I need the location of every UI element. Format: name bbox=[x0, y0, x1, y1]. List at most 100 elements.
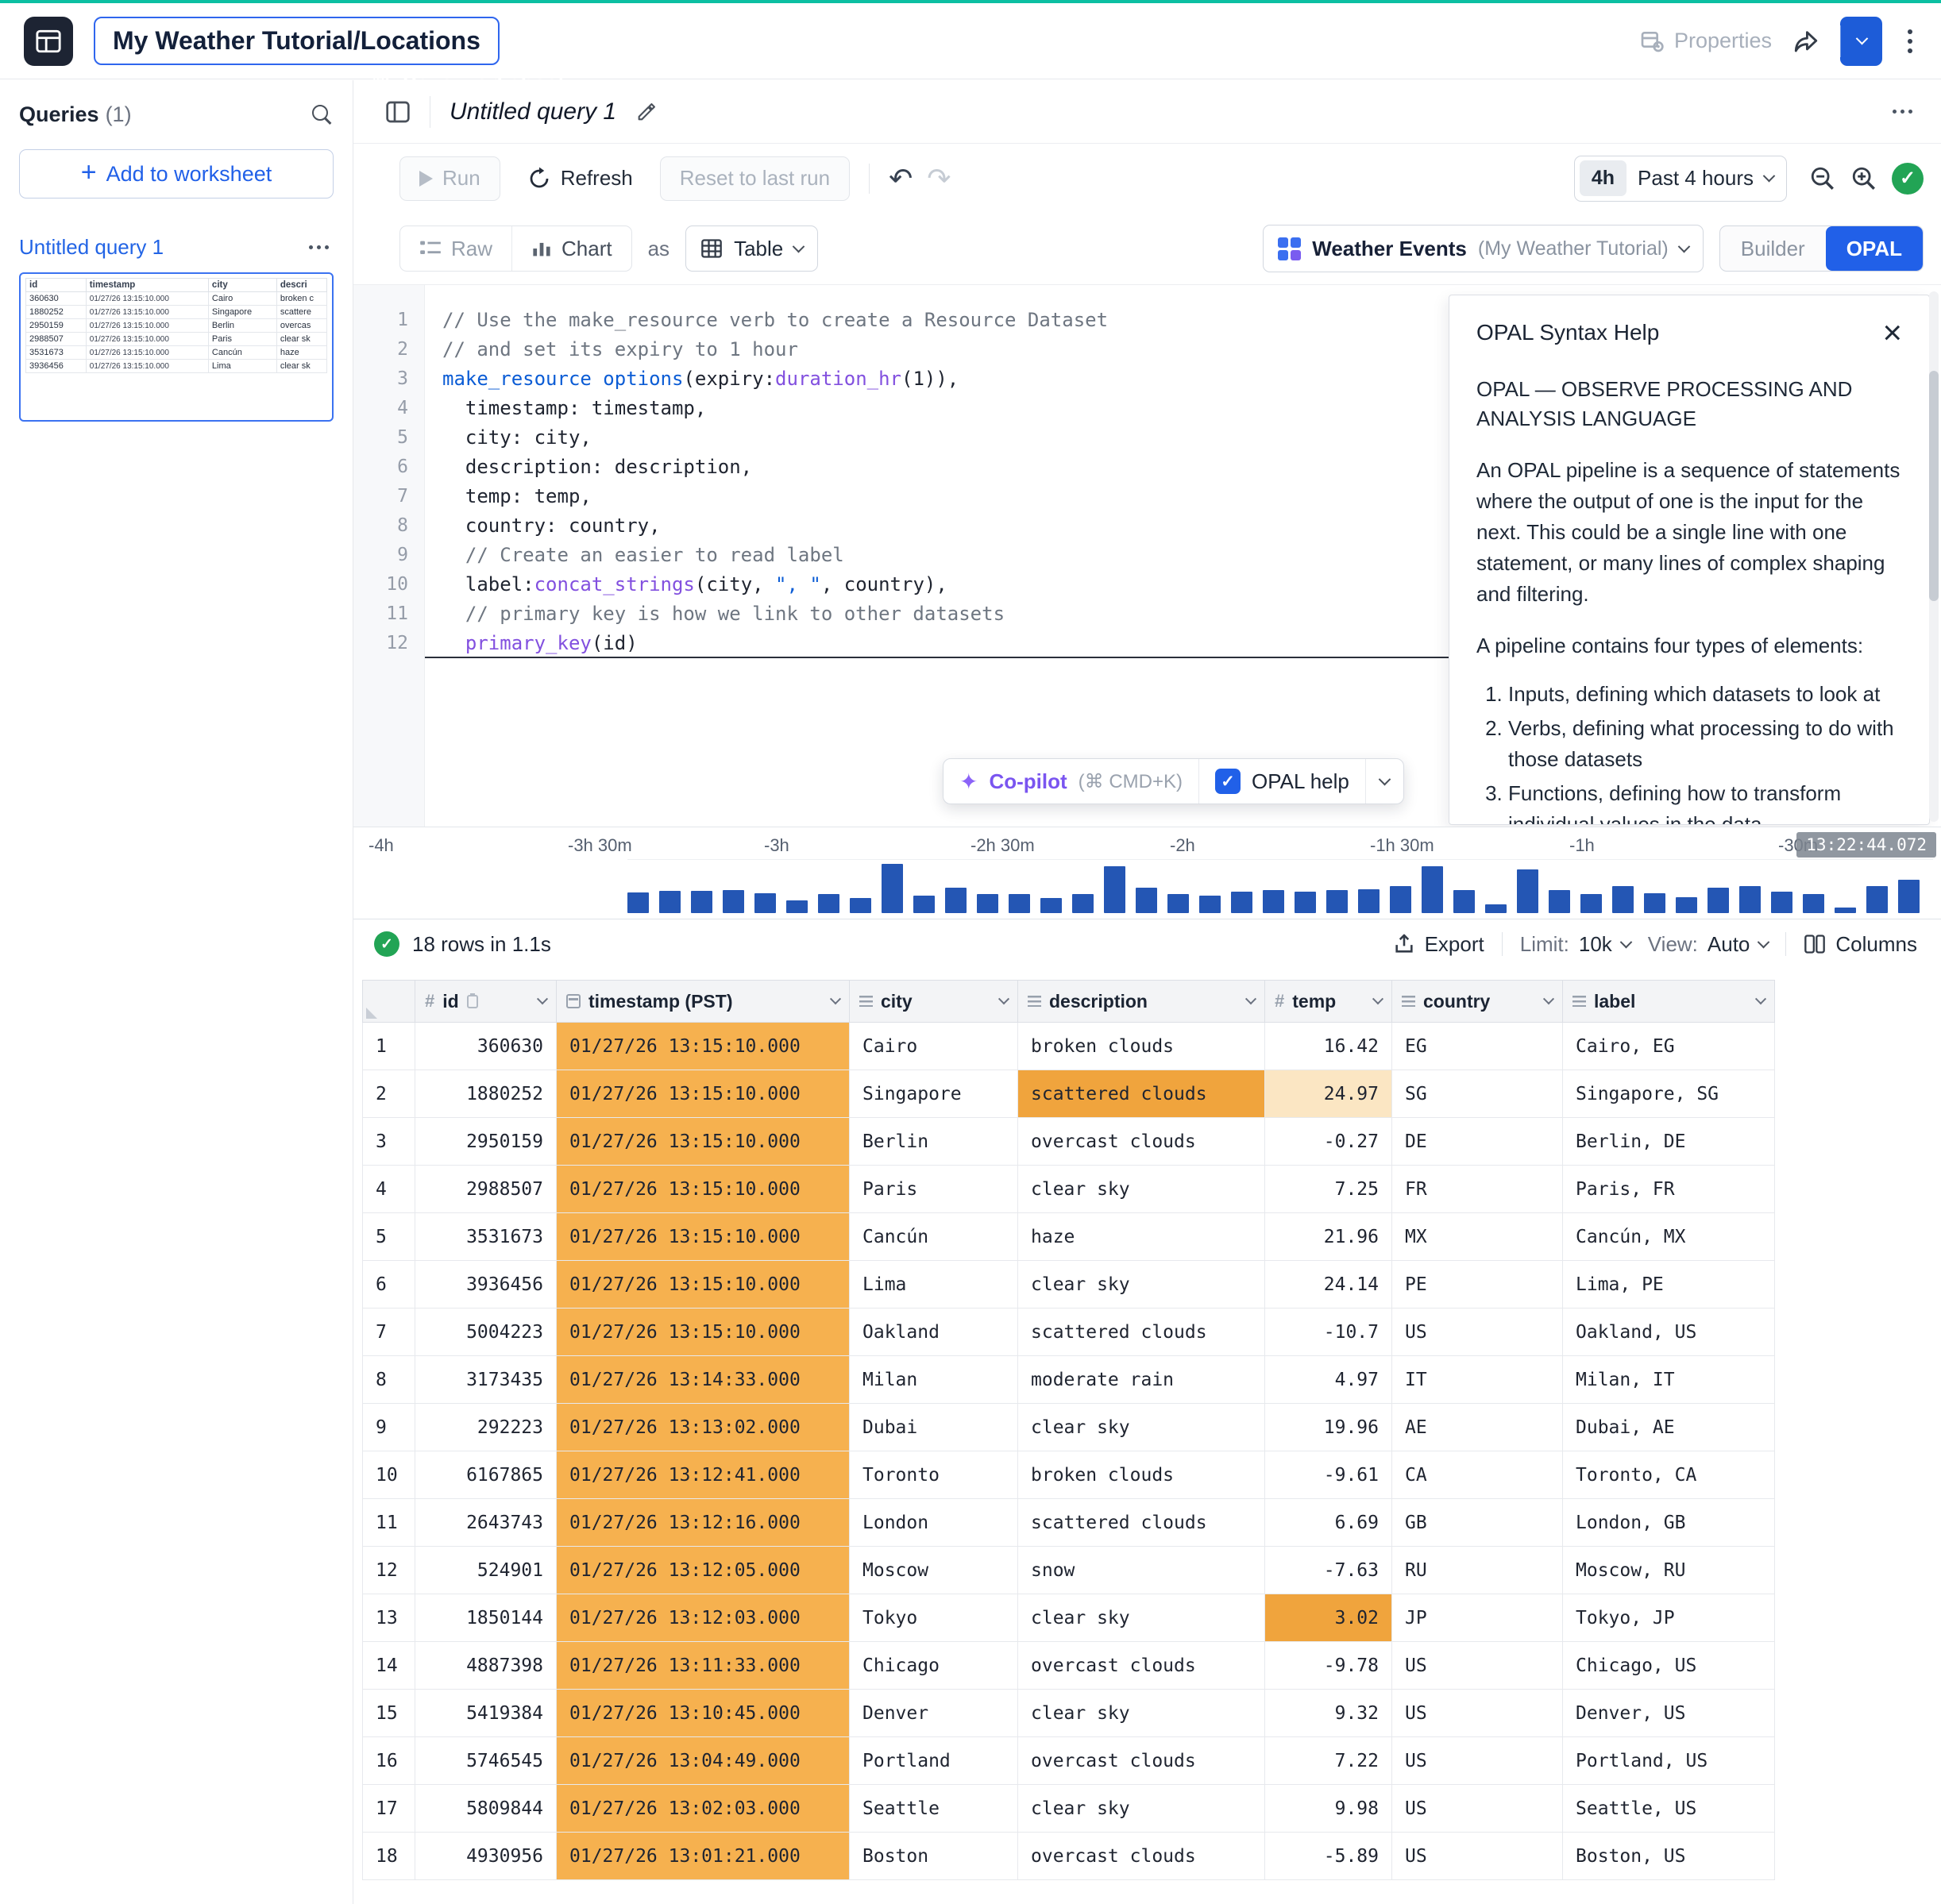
histogram-bar[interactable] bbox=[913, 896, 935, 913]
table-cell[interactable]: Paris bbox=[849, 1165, 1018, 1213]
table-cell[interactable]: 21.96 bbox=[1264, 1212, 1392, 1261]
code-line[interactable]: city: city, bbox=[442, 426, 592, 449]
histogram-bar[interactable] bbox=[1517, 869, 1538, 913]
table-cell[interactable]: 19.96 bbox=[1264, 1403, 1392, 1451]
table-cell[interactable]: 01/27/26 13:12:16.000 bbox=[556, 1498, 850, 1547]
table-cell[interactable]: US bbox=[1391, 1736, 1563, 1785]
table-cell[interactable]: Portland bbox=[849, 1736, 1018, 1785]
column-header-timestamp--pst-[interactable]: timestamp (PST) bbox=[556, 980, 850, 1023]
table-cell[interactable]: 7.22 bbox=[1264, 1736, 1392, 1785]
table-cell[interactable]: 292223 bbox=[415, 1403, 557, 1451]
table-cell[interactable]: 01/27/26 13:15:10.000 bbox=[556, 1070, 850, 1118]
table-cell[interactable]: clear sky bbox=[1017, 1403, 1265, 1451]
table-cell[interactable]: Tokyo bbox=[849, 1594, 1018, 1642]
table-cell[interactable]: 01/27/26 13:12:03.000 bbox=[556, 1594, 850, 1642]
table-cell[interactable]: 5004223 bbox=[415, 1308, 557, 1356]
table-cell[interactable]: SG bbox=[1391, 1070, 1563, 1118]
histogram-bar[interactable] bbox=[1167, 894, 1189, 913]
histogram-bar[interactable] bbox=[1898, 880, 1920, 913]
histogram-bar[interactable] bbox=[1803, 894, 1824, 913]
row-number-cell[interactable]: 4 bbox=[362, 1165, 415, 1213]
table-cell[interactable]: 01/27/26 13:10:45.000 bbox=[556, 1689, 850, 1737]
table-cell[interactable]: Seattle bbox=[849, 1784, 1018, 1833]
histogram-bar[interactable] bbox=[1358, 889, 1380, 913]
table-cell[interactable]: London, GB bbox=[1562, 1498, 1775, 1547]
histogram-bar[interactable] bbox=[818, 894, 839, 913]
zoom-out-icon[interactable] bbox=[1809, 165, 1836, 192]
histogram-bar[interactable] bbox=[1708, 888, 1729, 913]
table-cell[interactable]: US bbox=[1391, 1689, 1563, 1737]
table-cell[interactable]: clear sky bbox=[1017, 1689, 1265, 1737]
table-cell[interactable]: 01/27/26 13:14:33.000 bbox=[556, 1355, 850, 1404]
add-to-worksheet-button[interactable]: + Add to worksheet bbox=[19, 149, 334, 198]
column-header-temp[interactable]: # temp bbox=[1264, 980, 1392, 1023]
table-cell[interactable]: Berlin bbox=[849, 1117, 1018, 1166]
table-cell[interactable]: clear sky bbox=[1017, 1165, 1265, 1213]
histogram-bar[interactable] bbox=[1136, 888, 1157, 913]
table-cell[interactable]: snow bbox=[1017, 1546, 1265, 1594]
table-cell[interactable]: 6167865 bbox=[415, 1451, 557, 1499]
histogram-bar[interactable] bbox=[1771, 892, 1792, 913]
histogram-bar[interactable] bbox=[723, 890, 744, 913]
table-cell[interactable]: DE bbox=[1391, 1117, 1563, 1166]
table-cell[interactable]: RU bbox=[1391, 1546, 1563, 1594]
table-cell[interactable]: Cancún, MX bbox=[1562, 1212, 1775, 1261]
row-number-cell[interactable]: 5 bbox=[362, 1212, 415, 1261]
histogram-bar[interactable] bbox=[1835, 908, 1856, 913]
histogram-bar[interactable] bbox=[1263, 890, 1284, 913]
table-cell[interactable]: Lima bbox=[849, 1260, 1018, 1309]
histogram-bar[interactable] bbox=[691, 891, 712, 913]
table-row[interactable]: 8 3173435 01/27/26 13:14:33.000 Milan modera… bbox=[362, 1355, 1775, 1404]
table-cell[interactable]: 01/27/26 13:04:49.000 bbox=[556, 1736, 850, 1785]
row-number-cell[interactable]: 14 bbox=[362, 1641, 415, 1690]
table-cell[interactable]: haze bbox=[1017, 1212, 1265, 1261]
code-line[interactable]: // and set its expiry to 1 hour bbox=[442, 338, 798, 360]
histogram-bar[interactable] bbox=[1199, 896, 1221, 913]
sort-chevron-icon[interactable] bbox=[1542, 993, 1555, 1005]
table-cell[interactable]: Cairo, EG bbox=[1562, 1022, 1775, 1070]
table-cell[interactable]: scattered clouds bbox=[1017, 1070, 1265, 1118]
table-cell[interactable]: US bbox=[1391, 1641, 1563, 1690]
table-cell[interactable]: 01/27/26 13:11:33.000 bbox=[556, 1641, 850, 1690]
table-cell[interactable]: clear sky bbox=[1017, 1260, 1265, 1309]
table-cell[interactable]: overcast clouds bbox=[1017, 1832, 1265, 1880]
view-dropdown[interactable]: View: Auto bbox=[1648, 932, 1770, 957]
table-cell[interactable]: clear sky bbox=[1017, 1594, 1265, 1642]
limit-dropdown[interactable]: Limit: 10k bbox=[1520, 932, 1633, 957]
table-cell[interactable]: 24.14 bbox=[1264, 1260, 1392, 1309]
table-cell[interactable]: 6.69 bbox=[1264, 1498, 1392, 1547]
table-cell[interactable]: JP bbox=[1391, 1594, 1563, 1642]
table-cell[interactable]: Berlin, DE bbox=[1562, 1117, 1775, 1166]
table-row[interactable]: 7 5004223 01/27/26 13:15:10.000 Oakland scat… bbox=[362, 1308, 1775, 1356]
histogram-bar[interactable] bbox=[659, 891, 681, 913]
table-cell[interactable]: 01/27/26 13:01:21.000 bbox=[556, 1832, 850, 1880]
row-number-cell[interactable]: 8 bbox=[362, 1355, 415, 1404]
view-type-dropdown[interactable]: Table bbox=[685, 225, 819, 272]
table-cell[interactable]: 9.32 bbox=[1264, 1689, 1392, 1737]
code-line[interactable]: description: description, bbox=[442, 456, 753, 478]
row-number-cell[interactable]: 1 bbox=[362, 1022, 415, 1070]
row-number-cell[interactable]: 3 bbox=[362, 1117, 415, 1166]
table-row[interactable]: 17 5809844 01/27/26 13:02:03.000 Seattle cle… bbox=[362, 1784, 1775, 1833]
overflow-menu-button[interactable] bbox=[1903, 25, 1917, 58]
table-row[interactable]: 11 2643743 01/27/26 13:12:16.000 London scat… bbox=[362, 1498, 1775, 1547]
histogram-bar[interactable] bbox=[1644, 893, 1665, 913]
histogram-bar[interactable] bbox=[1549, 890, 1570, 913]
table-cell[interactable]: 3.02 bbox=[1264, 1594, 1392, 1642]
raw-view-button[interactable]: Raw bbox=[400, 226, 511, 271]
row-number-cell[interactable]: 7 bbox=[362, 1308, 415, 1356]
time-range-picker[interactable]: 4h Past 4 hours bbox=[1573, 155, 1787, 202]
table-cell[interactable]: Singapore bbox=[849, 1070, 1018, 1118]
histogram-bar[interactable] bbox=[1295, 892, 1316, 913]
row-number-cell[interactable]: 13 bbox=[362, 1594, 415, 1642]
row-number-cell[interactable]: 11 bbox=[362, 1498, 415, 1547]
column-header-description[interactable]: description bbox=[1017, 980, 1265, 1023]
table-cell[interactable]: 3173435 bbox=[415, 1355, 557, 1404]
help-scrollbar-thumb[interactable] bbox=[1929, 371, 1939, 601]
sort-chevron-icon[interactable] bbox=[1754, 993, 1767, 1005]
query-menu-button[interactable] bbox=[1888, 105, 1917, 118]
save-worksheet-button[interactable]: Save worksheet bbox=[373, 16, 1882, 95]
table-cell[interactable]: Toronto bbox=[849, 1451, 1018, 1499]
opal-help-toggle[interactable]: ✓ OPAL help bbox=[1198, 759, 1365, 804]
histogram-bar[interactable] bbox=[786, 900, 808, 913]
